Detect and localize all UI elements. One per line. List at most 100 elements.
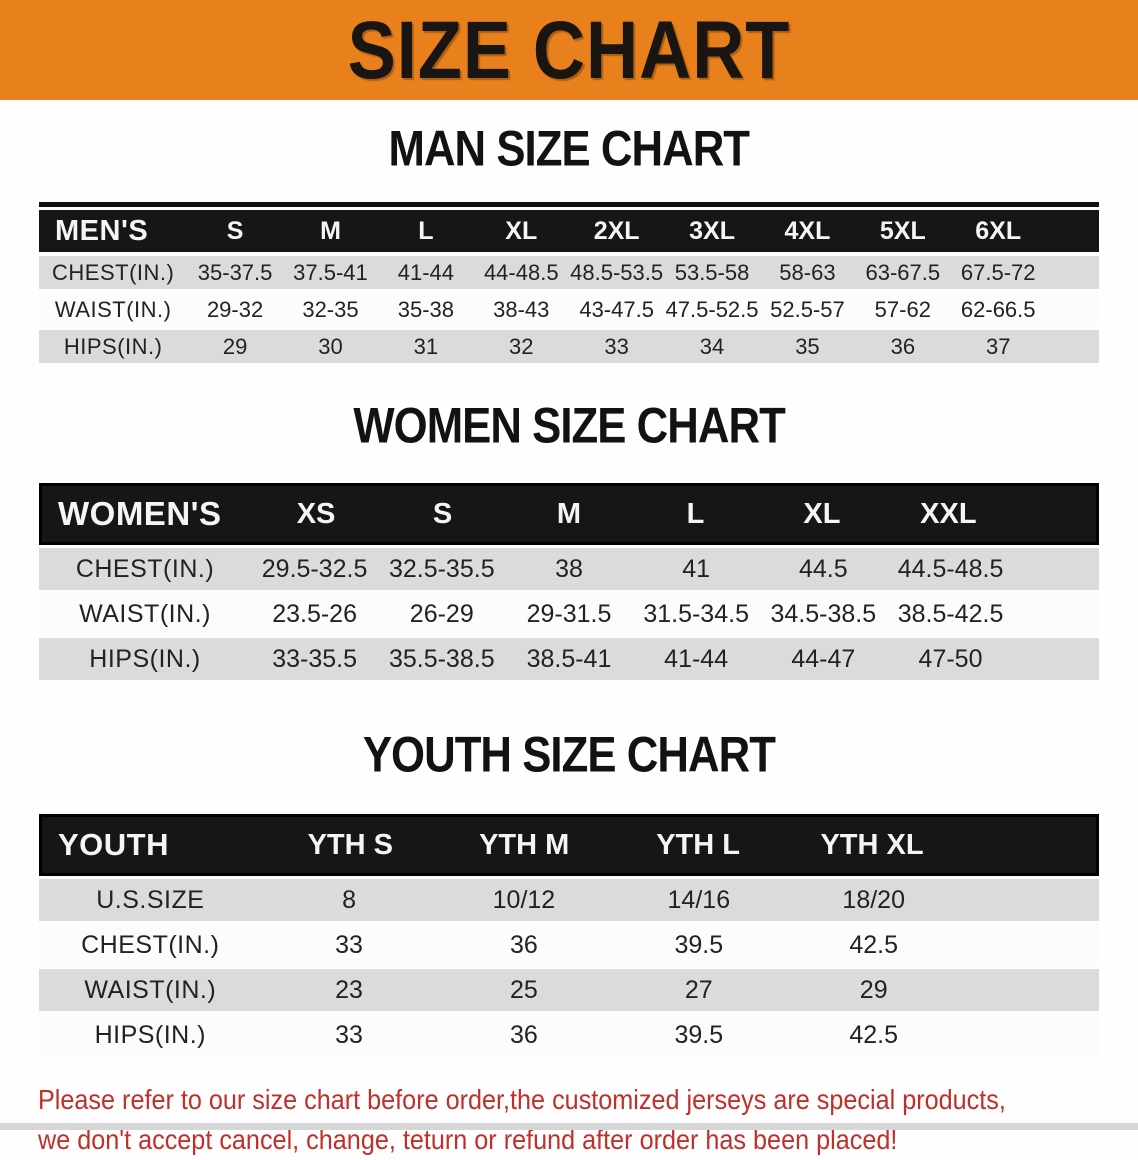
header-spacer (959, 817, 1096, 873)
size-value-cell: 39.5 (674, 930, 724, 959)
measurement-row: CHEST(IN.) 33 36 39.5 42.5 (39, 924, 1099, 966)
table-header-row: MEN'S S M L XL 2XL 3XL 4XL 5XL 6XL (39, 210, 1099, 252)
size-value-cell: 23 (335, 975, 363, 1004)
measurement-row: WAIST(IN.) 23.5-26 26-29 29-31.5 31.5-34.5 34… (39, 593, 1099, 635)
size-value-cell: 23.5-26 (272, 599, 357, 628)
size-column-header: YTH S (307, 828, 393, 861)
size-column-header: L (418, 216, 434, 245)
size-column-header: S (432, 497, 453, 530)
size-value-cell: 67.5-72 (960, 259, 1036, 285)
row-label: WAIST(IN.) (54, 296, 172, 322)
size-column-header: XS (296, 497, 336, 530)
size-column-header: XL (803, 497, 841, 530)
size-value-cell: 29 (222, 333, 248, 359)
youth-section-heading-text: YOUTH SIZE CHART (362, 725, 776, 783)
table-header-row: YOUTH YTH S YTH M YTH L YTH XL (39, 814, 1099, 876)
row-label: CHEST(IN.) (81, 930, 220, 959)
size-value-cell: 32 (509, 333, 534, 359)
size-value-cell: 39.5 (674, 1020, 724, 1049)
size-value-cell: 8 (342, 885, 356, 914)
table-header-label: WOMEN'S (58, 495, 222, 532)
size-value-cell: 42.5 (849, 1020, 899, 1049)
size-column-header: XXL (920, 497, 977, 530)
size-value-cell: 36 (510, 1020, 538, 1049)
row-label: WAIST(IN.) (84, 975, 217, 1004)
measurement-row: CHEST(IN.) 35-37.5 37.5-41 41-44 44-48.5 48.5… (39, 256, 1099, 289)
size-value-cell: 63-67.5 (865, 259, 941, 285)
row-spacer (961, 1014, 1099, 1056)
row-label: WAIST(IN.) (79, 599, 211, 628)
size-value-cell: 34 (699, 333, 725, 359)
measurement-row: WAIST(IN.) 29-32 32-35 35-38 38-43 43-47.5 47.… (39, 293, 1099, 326)
size-value-cell: 31 (413, 333, 439, 359)
size-value-cell: 27 (684, 975, 713, 1004)
table-header-label: MEN'S (55, 214, 149, 247)
size-value-cell: 10/12 (492, 885, 556, 914)
size-value-cell: 43-47.5 (579, 296, 654, 322)
row-label: HIPS(IN.) (63, 333, 163, 359)
size-column-header: XL (505, 216, 538, 245)
size-value-cell: 29 (859, 975, 888, 1004)
size-value-cell: 52.5-57 (770, 296, 845, 322)
size-value-cell: 38.5-41 (526, 644, 612, 673)
size-value-cell: 41 (682, 554, 711, 583)
size-value-cell: 32-35 (302, 296, 359, 322)
women-section-heading: WOMEN SIZE CHART (0, 396, 1138, 461)
size-column-header: 6XL (975, 216, 1022, 245)
row-label: HIPS(IN.) (89, 644, 201, 673)
size-value-cell: 44.5 (799, 554, 848, 583)
size-column-header: S (226, 216, 244, 245)
size-value-cell: 34.5-38.5 (770, 599, 877, 628)
row-spacer (1014, 638, 1099, 680)
size-value-cell: 36 (510, 930, 538, 959)
row-spacer (961, 924, 1099, 966)
size-column-header: 3XL (689, 216, 735, 245)
size-value-cell: 48.5-53.5 (570, 259, 664, 285)
size-value-cell: 33 (335, 930, 363, 959)
size-column-header: 5XL (879, 216, 926, 245)
measurement-row: HIPS(IN.) 29 30 31 32 33 34 35 36 37 (39, 330, 1099, 363)
size-value-cell: 37.5-41 (293, 259, 368, 285)
table-top-rule (39, 202, 1099, 207)
men-section-heading: MAN SIZE CHART (0, 122, 1138, 184)
disclaimer-line-1: Please refer to our size chart before or… (38, 1084, 1006, 1115)
row-spacer (1046, 256, 1099, 289)
size-value-cell: 47-50 (918, 644, 983, 673)
size-value-cell: 44-47 (791, 644, 856, 673)
row-spacer (961, 879, 1099, 921)
size-value-cell: 14/16 (667, 885, 731, 914)
size-value-cell: 62-66.5 (960, 296, 1036, 322)
row-spacer (1014, 548, 1099, 590)
row-spacer (1046, 330, 1099, 363)
size-column-header: 2XL (593, 216, 640, 245)
size-value-cell: 29-32 (206, 296, 264, 322)
size-chart-banner: SIZE CHART (0, 0, 1138, 100)
size-value-cell: 44-48.5 (483, 259, 559, 285)
size-value-cell: 47.5-52.5 (665, 296, 759, 322)
size-value-cell: 35.5-38.5 (388, 644, 495, 673)
size-value-cell: 41-44 (664, 644, 729, 673)
measurement-row: WAIST(IN.) 23 25 27 29 (39, 969, 1099, 1011)
size-column-header: L (686, 497, 705, 530)
bottom-divider (0, 1123, 1138, 1130)
size-value-cell: 36 (890, 333, 916, 359)
size-value-cell: 44.5-48.5 (897, 554, 1004, 583)
size-column-header: YTH L (656, 828, 740, 861)
measurement-row: CHEST(IN.) 29.5-32.5 32.5-35.5 38 41 44.5 44.5… (39, 548, 1099, 590)
size-value-cell: 38 (555, 554, 583, 583)
measurement-row: HIPS(IN.) 33 36 39.5 42.5 (39, 1014, 1099, 1056)
measurement-row: U.S.SIZE 8 10/12 14/16 18/20 (39, 879, 1099, 921)
size-column-header: 4XL (784, 216, 831, 245)
row-label: CHEST(IN.) (75, 554, 215, 583)
row-spacer (961, 969, 1099, 1011)
size-value-cell: 38-43 (493, 296, 550, 322)
size-value-cell: 31.5-34.5 (643, 599, 749, 628)
size-value-cell: 41-44 (397, 259, 454, 285)
size-value-cell: 58-63 (779, 259, 836, 285)
size-value-cell: 37 (985, 333, 1011, 359)
size-value-cell: 33 (604, 333, 629, 359)
women-section-heading-text: WOMEN SIZE CHART (353, 396, 785, 454)
size-value-cell: 35-37.5 (197, 259, 273, 285)
size-column-header: M (556, 497, 582, 530)
youth-section-heading: YOUTH SIZE CHART (0, 725, 1138, 790)
